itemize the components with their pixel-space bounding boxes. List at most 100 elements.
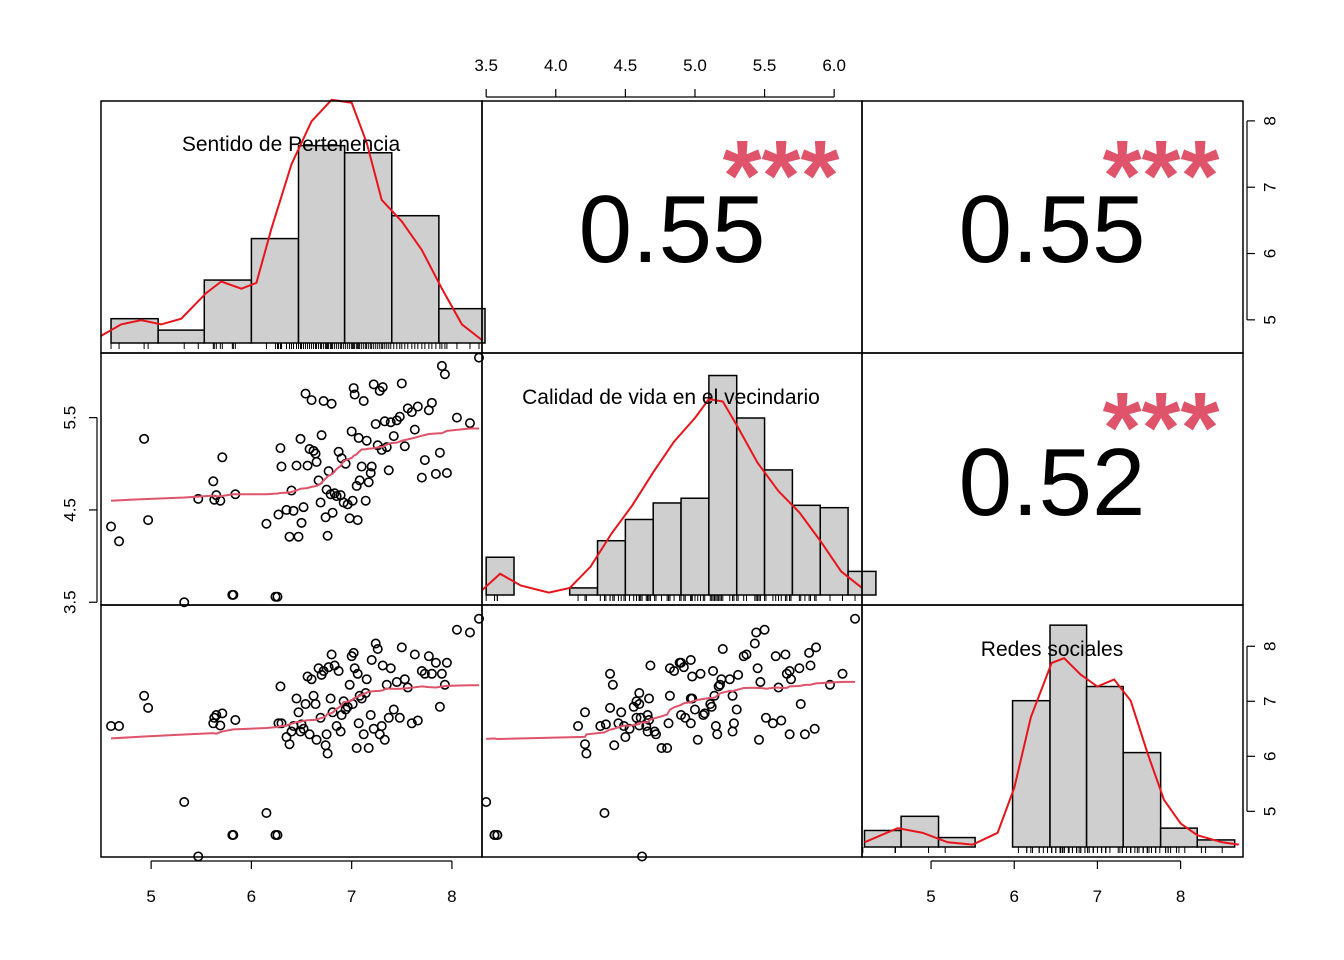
scatter-point-calidad-vs-sentido-42 bbox=[322, 530, 333, 541]
scatter-point-calidad-vs-sentido-19 bbox=[276, 461, 287, 472]
axis-tick-label-bottom-redes-2: 7 bbox=[1093, 887, 1102, 906]
histogram-bar-sentido-6 bbox=[391, 214, 440, 344]
scatter-point-calidad-vs-sentido-26 bbox=[295, 433, 306, 444]
scatter-point-redes-vs-calidad-79 bbox=[680, 712, 691, 723]
axis-tick-label-bottom-redes-1: 6 bbox=[1009, 887, 1018, 906]
scatter-point-redes-vs-sentido-58 bbox=[348, 647, 359, 658]
scatter-point-calidad-vs-sentido-97 bbox=[439, 369, 450, 380]
scatter-point-redes-vs-calidad-98 bbox=[676, 657, 687, 668]
scatter-point-redes-vs-sentido-65 bbox=[358, 729, 369, 740]
scatter-point-calidad-vs-sentido-93 bbox=[426, 397, 437, 408]
scatter-point-redes-vs-calidad-40 bbox=[609, 740, 620, 751]
scatter-point-redes-vs-sentido-67 bbox=[361, 674, 372, 685]
scatter-point-calidad-vs-sentido-83 bbox=[394, 411, 405, 422]
scatter-point-redes-vs-sentido-16 bbox=[272, 829, 283, 840]
scatter-point-redes-vs-sentido-63 bbox=[354, 690, 365, 701]
scatter-point-redes-vs-calidad-91 bbox=[695, 668, 706, 679]
scatter-point-calidad-vs-sentido-67 bbox=[361, 435, 372, 446]
scatter-point-redes-vs-sentido-59 bbox=[349, 663, 360, 674]
variable-label-sentido: Sentido de Pertenencia bbox=[182, 133, 401, 156]
scatter-point-calidad-vs-sentido-68 bbox=[363, 477, 374, 488]
scatter-point-calidad-vs-sentido-37 bbox=[315, 497, 326, 508]
scatter-point-redes-vs-calidad-70 bbox=[685, 655, 696, 666]
scatter-point-redes-vs-sentido-12 bbox=[228, 829, 239, 840]
density-curve-sentido bbox=[100, 98, 483, 341]
smooth-line-redes-vs-sentido bbox=[110, 684, 479, 740]
scatter-point-redes-vs-calidad-83 bbox=[760, 712, 771, 723]
scatter-point-redes-vs-calidad-96 bbox=[837, 668, 848, 679]
scatter-point-redes-vs-sentido-70 bbox=[366, 655, 377, 666]
scatter-point-redes-vs-sentido-28 bbox=[298, 723, 309, 734]
scatter-point-redes-vs-calidad-95 bbox=[706, 701, 717, 712]
scatter-point-calidad-vs-sentido-46 bbox=[327, 507, 338, 518]
scatter-point-redes-vs-calidad-73 bbox=[717, 644, 728, 655]
scatter-point-redes-vs-calidad-85 bbox=[716, 674, 727, 685]
scatter-point-redes-vs-sentido-97 bbox=[439, 679, 450, 690]
scatter-point-redes-vs-sentido-45 bbox=[326, 649, 337, 660]
scatter-point-redes-vs-sentido-80 bbox=[385, 663, 396, 674]
variable-label-calidad: Calidad de vida en el vecindario bbox=[522, 386, 820, 409]
scatter-point-redes-vs-sentido-44 bbox=[325, 693, 336, 704]
scatter-point-redes-vs-calidad-21 bbox=[580, 739, 591, 750]
scatter-point-redes-vs-sentido-82 bbox=[391, 677, 402, 688]
scatter-point-redes-vs-calidad-46 bbox=[616, 707, 627, 718]
scatter-point-calidad-vs-sentido-90 bbox=[416, 472, 427, 483]
histogram-bar-redes-7 bbox=[1122, 751, 1162, 848]
scatter-point-redes-vs-calidad-97 bbox=[824, 679, 835, 690]
scatter-point-redes-vs-sentido-93 bbox=[426, 668, 437, 679]
scatter-point-redes-vs-calidad-8 bbox=[642, 710, 653, 721]
histogram-bar-redes-0 bbox=[863, 829, 902, 848]
scatter-point-calidad-vs-sentido-57 bbox=[347, 495, 358, 506]
scatter-point-calidad-vs-sentido-84 bbox=[396, 378, 407, 389]
scatter-point-redes-vs-calidad-82 bbox=[755, 677, 766, 688]
scatter-point-calidad-vs-sentido-25 bbox=[293, 531, 304, 542]
scatter-point-redes-vs-calidad-74 bbox=[799, 729, 810, 740]
scatter-point-redes-vs-sentido-14 bbox=[261, 807, 272, 818]
scatter-point-calidad-vs-sentido-29 bbox=[300, 388, 311, 399]
scatter-point-redes-vs-sentido-87 bbox=[406, 718, 417, 729]
scatter-point-redes-vs-calidad-77 bbox=[753, 734, 764, 745]
scatter-point-redes-vs-sentido-98 bbox=[441, 657, 452, 668]
smooth-line-calidad-vs-sentido bbox=[110, 427, 479, 502]
scatter-point-calidad-vs-sentido-58 bbox=[348, 383, 359, 394]
scatter-point-redes-vs-calidad-101 bbox=[850, 613, 861, 624]
panel-border-2-2 bbox=[861, 604, 1244, 858]
scatter-point-redes-vs-sentido-32 bbox=[306, 674, 317, 685]
scatter-point-redes-vs-sentido-7 bbox=[209, 712, 220, 723]
scatter-point-redes-vs-sentido-84 bbox=[396, 642, 407, 653]
scatter-point-redes-vs-sentido-77 bbox=[379, 734, 390, 745]
scatter-point-calidad-vs-sentido-76 bbox=[377, 382, 388, 393]
histogram-bar-calidad-6 bbox=[652, 502, 682, 596]
density-curve-redes bbox=[864, 657, 1239, 846]
scatter-point-redes-vs-calidad-55 bbox=[607, 679, 618, 690]
scatter-point-redes-vs-calidad-4 bbox=[481, 796, 492, 807]
scatter-point-calidad-vs-sentido-18 bbox=[275, 443, 286, 454]
scatter-point-redes-vs-calidad-41 bbox=[650, 729, 661, 740]
scatter-point-calidad-vs-sentido-71 bbox=[368, 379, 379, 390]
scatter-point-redes-vs-sentido-46 bbox=[327, 707, 338, 718]
scatter-point-redes-vs-calidad-28 bbox=[624, 723, 635, 734]
scatter-point-calidad-vs-sentido-5 bbox=[193, 493, 204, 504]
axis-layer: 5 6 7 8 5 6 7 8 3.5 4.0 4.5 5.0 5.5 6.0 3.5 4.5 5.5 5 6 7 8 5… bbox=[60, 56, 1279, 906]
scatter-point-calidad-vs-sentido-3 bbox=[143, 515, 154, 526]
panel-border-2-1 bbox=[481, 604, 863, 858]
scatter-point-redes-vs-sentido-69 bbox=[365, 710, 376, 721]
scatter-point-calidad-vs-sentido-62 bbox=[353, 432, 364, 443]
scatter-point-calidad-vs-sentido-39 bbox=[318, 395, 329, 406]
scatter-point-redes-vs-sentido-83 bbox=[394, 712, 405, 723]
scatter-point-calidad-vs-sentido-81 bbox=[388, 431, 399, 442]
scatter-point-calidad-vs-sentido-100 bbox=[464, 418, 475, 429]
scatter-point-redes-vs-calidad-2 bbox=[727, 690, 738, 701]
scatter-point-redes-vs-calidad-93 bbox=[781, 668, 792, 679]
scatter-point-redes-vs-calidad-63 bbox=[664, 690, 675, 701]
scatter-point-redes-vs-sentido-99 bbox=[451, 624, 462, 635]
scatter-point-redes-vs-calidad-50 bbox=[642, 726, 653, 737]
scatter-point-calidad-vs-sentido-60 bbox=[351, 480, 362, 491]
scatter-point-redes-vs-calidad-26 bbox=[727, 726, 738, 737]
scatter-point-redes-vs-sentido-68 bbox=[363, 743, 374, 754]
scatter-point-redes-vs-sentido-4 bbox=[179, 796, 190, 807]
scatter-point-redes-vs-sentido-76 bbox=[377, 660, 388, 671]
histogram-bar-calidad-0 bbox=[485, 556, 515, 596]
histogram-bar-redes-6 bbox=[1085, 685, 1124, 848]
